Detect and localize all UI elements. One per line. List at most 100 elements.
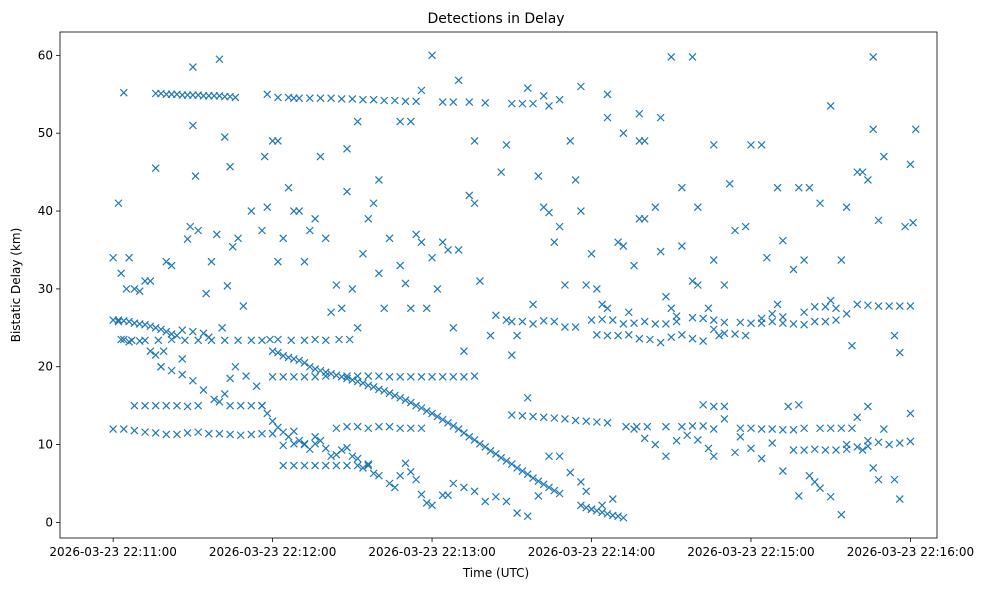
data-point	[226, 401, 235, 410]
data-point	[396, 424, 405, 433]
data-point	[305, 94, 314, 103]
data-point	[321, 336, 330, 345]
data-point	[699, 400, 708, 409]
data-point	[582, 503, 591, 512]
data-point	[741, 331, 750, 340]
data-point	[497, 453, 506, 462]
y-tick-label: 60	[38, 48, 53, 62]
data-point	[173, 430, 181, 439]
data-point	[699, 337, 708, 345]
data-point	[207, 336, 216, 345]
data-point	[359, 95, 367, 104]
data-point	[709, 256, 718, 265]
data-point	[353, 454, 362, 463]
data-point	[810, 317, 819, 326]
x-tick-label: 2026-03-23 22:16:00	[847, 545, 974, 559]
data-point	[545, 452, 553, 461]
x-tick-label: 2026-03-23 22:14:00	[528, 545, 655, 559]
data-point	[800, 424, 809, 433]
data-point	[757, 314, 766, 323]
data-point	[151, 428, 160, 437]
data-point	[353, 372, 362, 381]
data-point	[273, 137, 282, 145]
data-point	[491, 311, 500, 320]
data-point	[747, 444, 755, 453]
data-point	[268, 429, 277, 438]
data-point	[768, 439, 777, 447]
data-point	[199, 329, 208, 338]
data-point	[906, 409, 915, 418]
data-point	[332, 281, 341, 289]
data-point	[539, 91, 548, 100]
data-point	[481, 442, 490, 451]
data-point	[117, 335, 126, 344]
data-point	[173, 401, 181, 410]
data-point	[300, 257, 309, 266]
data-point	[374, 175, 383, 184]
data-point	[709, 452, 718, 461]
data-point	[444, 491, 452, 500]
data-point	[598, 315, 607, 324]
data-point	[672, 312, 681, 321]
data-point	[507, 460, 516, 468]
data-point	[736, 424, 745, 433]
data-point	[773, 300, 782, 309]
y-tick-label: 40	[38, 204, 53, 218]
y-axis: 0 10 20 30 40 50 60	[38, 48, 60, 529]
data-point	[869, 125, 878, 134]
data-point	[582, 417, 591, 426]
data-point	[502, 140, 511, 149]
data-point	[662, 319, 670, 328]
data-point	[454, 76, 463, 85]
data-point	[348, 95, 357, 103]
data-point	[154, 336, 163, 345]
data-point	[210, 395, 219, 404]
data-point	[226, 430, 235, 439]
data-point	[747, 140, 755, 149]
data-point	[369, 95, 378, 104]
data-point	[141, 401, 149, 410]
data-point	[534, 492, 543, 500]
data-point	[194, 401, 203, 410]
data-point	[789, 265, 798, 274]
data-point	[747, 319, 755, 328]
data-point	[130, 284, 139, 293]
data-point	[417, 86, 426, 95]
data-point	[619, 242, 628, 251]
data-point	[316, 94, 325, 103]
data-point	[289, 355, 298, 363]
data-point	[258, 401, 266, 410]
data-point	[289, 94, 298, 103]
data-point	[502, 497, 511, 506]
data-point	[135, 337, 144, 345]
data-point	[545, 102, 553, 110]
data-point	[576, 82, 585, 91]
data-point	[662, 452, 670, 461]
data-point	[507, 411, 516, 419]
data-point	[460, 372, 468, 381]
data-point	[826, 296, 835, 305]
data-point	[539, 413, 548, 422]
data-point	[778, 467, 787, 475]
plot-area	[59, 31, 938, 539]
data-point	[343, 372, 351, 381]
data-point	[337, 95, 346, 103]
data-point	[202, 289, 211, 298]
data-point	[321, 372, 330, 381]
data-point	[422, 304, 431, 313]
data-point	[374, 422, 383, 431]
data-point	[911, 125, 920, 134]
data-point	[608, 495, 617, 504]
data-point	[119, 425, 128, 433]
data-point	[603, 304, 612, 313]
data-point	[709, 402, 718, 411]
data-point	[332, 461, 341, 470]
x-tick-label: 2026-03-23 22:12:00	[209, 545, 336, 559]
data-point	[220, 390, 229, 398]
data-point	[885, 440, 894, 449]
data-point	[460, 347, 468, 356]
data-point	[406, 304, 415, 313]
data-point	[863, 175, 872, 184]
data-point	[555, 222, 564, 231]
data-point	[491, 492, 500, 501]
